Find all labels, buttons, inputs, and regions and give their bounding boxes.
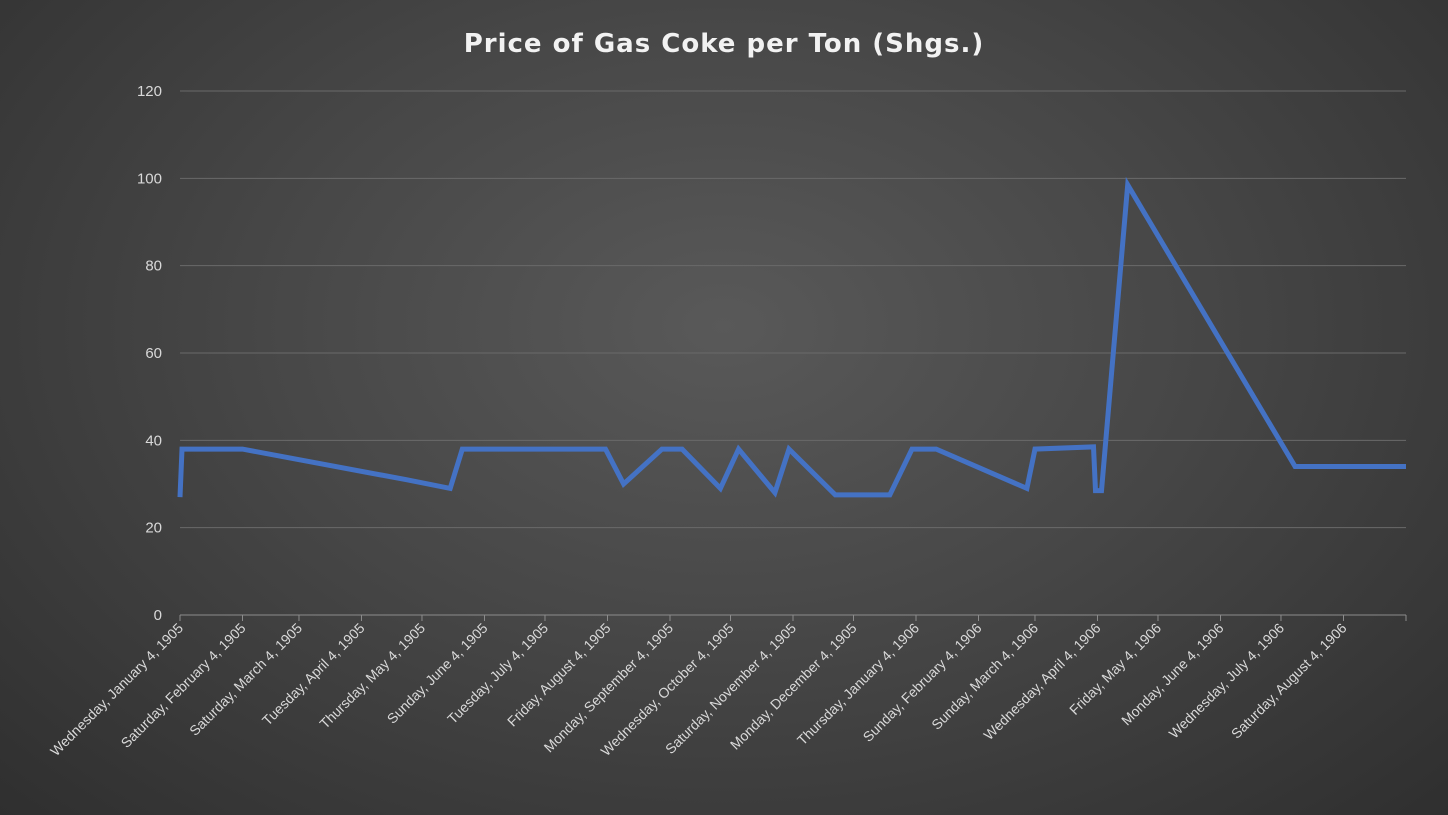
x-tick-label: Saturday, March 4, 1905 <box>186 620 305 739</box>
y-tick-label: 60 <box>145 345 162 362</box>
y-tick-label: 0 <box>154 607 162 624</box>
y-tick-label: 40 <box>145 432 162 449</box>
chart-title: Price of Gas Coke per Ton (Shgs.) <box>464 29 985 59</box>
x-tick-label: Tuesday, July 4, 1905 <box>444 620 551 727</box>
y-axis-ticks: 0 20 40 60 80 100 120 <box>137 83 162 624</box>
x-tick-label: Monday, December 4, 1905 <box>727 620 860 753</box>
x-tick-label: Thursday, January 4, 1906 <box>794 620 922 748</box>
x-tick-label: Friday, August 4, 1905 <box>504 620 614 730</box>
x-tick-label: Monday, September 4, 1905 <box>541 620 677 756</box>
x-tick-label: Wednesday, April 4, 1906 <box>980 620 1103 743</box>
y-tick-label: 20 <box>145 520 162 537</box>
gridlines <box>180 90 1406 529</box>
y-tick-label: 120 <box>137 83 162 100</box>
x-tick-label: Thursday, May 4, 1905 <box>316 620 428 732</box>
x-tick-label: Wednesday, October 4, 1905 <box>597 620 736 759</box>
series-layer <box>177 176 1406 498</box>
series-line <box>177 176 1406 498</box>
x-tick-label: Wednesday, January 4, 1905 <box>47 620 186 759</box>
x-tick-label: Sunday, March 4, 1906 <box>928 620 1041 733</box>
x-tick-label: Tuesday, April 4, 1905 <box>259 620 368 729</box>
x-tick-label: Monday, June 4, 1906 <box>1118 620 1227 729</box>
x-tick-label: Wednesday, July 4, 1906 <box>1166 620 1288 742</box>
y-tick-label: 100 <box>137 170 162 187</box>
x-tick-label: Saturday, August 4, 1906 <box>1228 620 1350 742</box>
y-tick-label: 80 <box>145 258 162 275</box>
